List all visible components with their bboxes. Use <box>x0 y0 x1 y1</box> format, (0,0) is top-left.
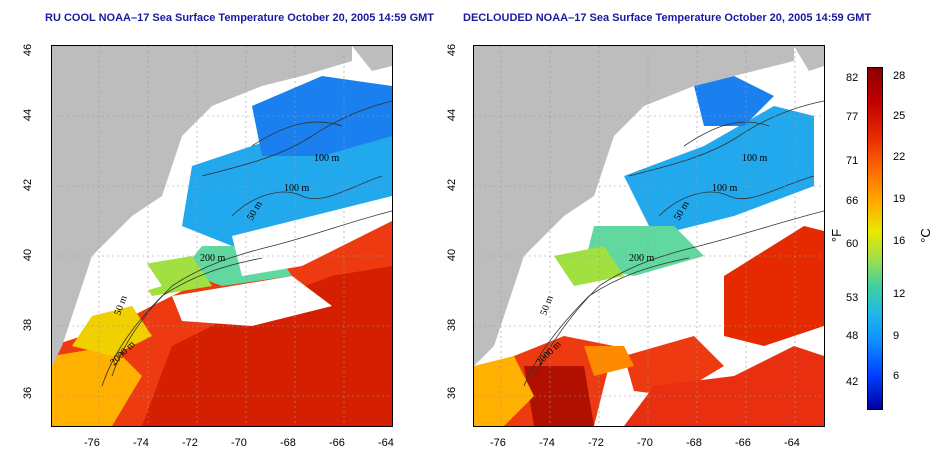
fahrenheit-tick: 66 <box>846 195 859 207</box>
y-tick: 38 <box>22 318 35 332</box>
contour-label: 100 m <box>712 183 738 194</box>
celsius-tick: 22 <box>893 151 906 163</box>
celsius-tick: 25 <box>893 110 906 122</box>
x-tick: -72 <box>182 437 198 449</box>
fahrenheit-tick: 60 <box>846 238 859 250</box>
x-tick: -66 <box>329 437 345 449</box>
celsius-tick: 12 <box>893 288 906 300</box>
temperature-colorbar <box>867 67 883 410</box>
x-tick: -64 <box>378 437 394 449</box>
x-tick: -70 <box>637 437 653 449</box>
fahrenheit-tick: 77 <box>846 111 859 123</box>
x-tick: -74 <box>133 437 149 449</box>
contour-label: 100 m <box>314 153 340 164</box>
x-tick: -76 <box>490 437 506 449</box>
fahrenheit-tick: 53 <box>846 292 859 304</box>
right-sst-map: 100 m 100 m 50 m 200 m 50 m 2000 m <box>473 45 825 427</box>
y-tick: 44 <box>446 108 459 122</box>
x-tick: -74 <box>539 437 555 449</box>
y-tick: 40 <box>446 248 459 262</box>
fahrenheit-tick: 71 <box>846 155 859 167</box>
contour-label: 100 m <box>284 183 310 194</box>
contour-label: 100 m <box>742 153 768 164</box>
fahrenheit-unit-label: °F <box>829 228 845 243</box>
x-tick: -70 <box>231 437 247 449</box>
x-tick: -64 <box>784 437 800 449</box>
x-tick: -68 <box>280 437 296 449</box>
y-tick: 38 <box>446 318 459 332</box>
right-map-title: DECLOUDED NOAA–17 Sea Surface Temperatur… <box>463 12 872 24</box>
left-map-title: RU COOL NOAA–17 Sea Surface Temperature … <box>45 12 435 24</box>
contour-label: 200 m <box>200 253 226 264</box>
fahrenheit-tick: 82 <box>846 72 859 84</box>
right-sst-svg: 100 m 100 m 50 m 200 m 50 m 2000 m <box>474 46 824 426</box>
left-sst-svg: 100 m 100 m 50 m 200 m 50 m 2000 m <box>52 46 392 426</box>
celsius-unit-label: °C <box>917 228 933 243</box>
celsius-tick: 19 <box>893 193 906 205</box>
celsius-tick: 6 <box>893 370 900 382</box>
fahrenheit-tick: 48 <box>846 330 859 342</box>
y-tick: 46 <box>446 43 459 57</box>
y-tick: 44 <box>22 108 35 122</box>
y-tick: 42 <box>446 178 459 192</box>
left-sst-map: 100 m 100 m 50 m 200 m 50 m 2000 m <box>51 45 393 427</box>
y-tick: 42 <box>22 178 35 192</box>
y-tick: 36 <box>22 386 35 400</box>
contour-label: 200 m <box>629 253 655 264</box>
x-tick: -72 <box>588 437 604 449</box>
celsius-tick: 28 <box>893 70 906 82</box>
fahrenheit-tick: 42 <box>846 376 859 388</box>
x-tick: -66 <box>735 437 751 449</box>
y-tick: 36 <box>446 386 459 400</box>
x-tick: -68 <box>686 437 702 449</box>
celsius-tick: 9 <box>893 330 900 342</box>
x-tick: -76 <box>84 437 100 449</box>
y-tick: 40 <box>22 248 35 262</box>
celsius-tick: 16 <box>893 235 906 247</box>
y-tick: 46 <box>22 43 35 57</box>
